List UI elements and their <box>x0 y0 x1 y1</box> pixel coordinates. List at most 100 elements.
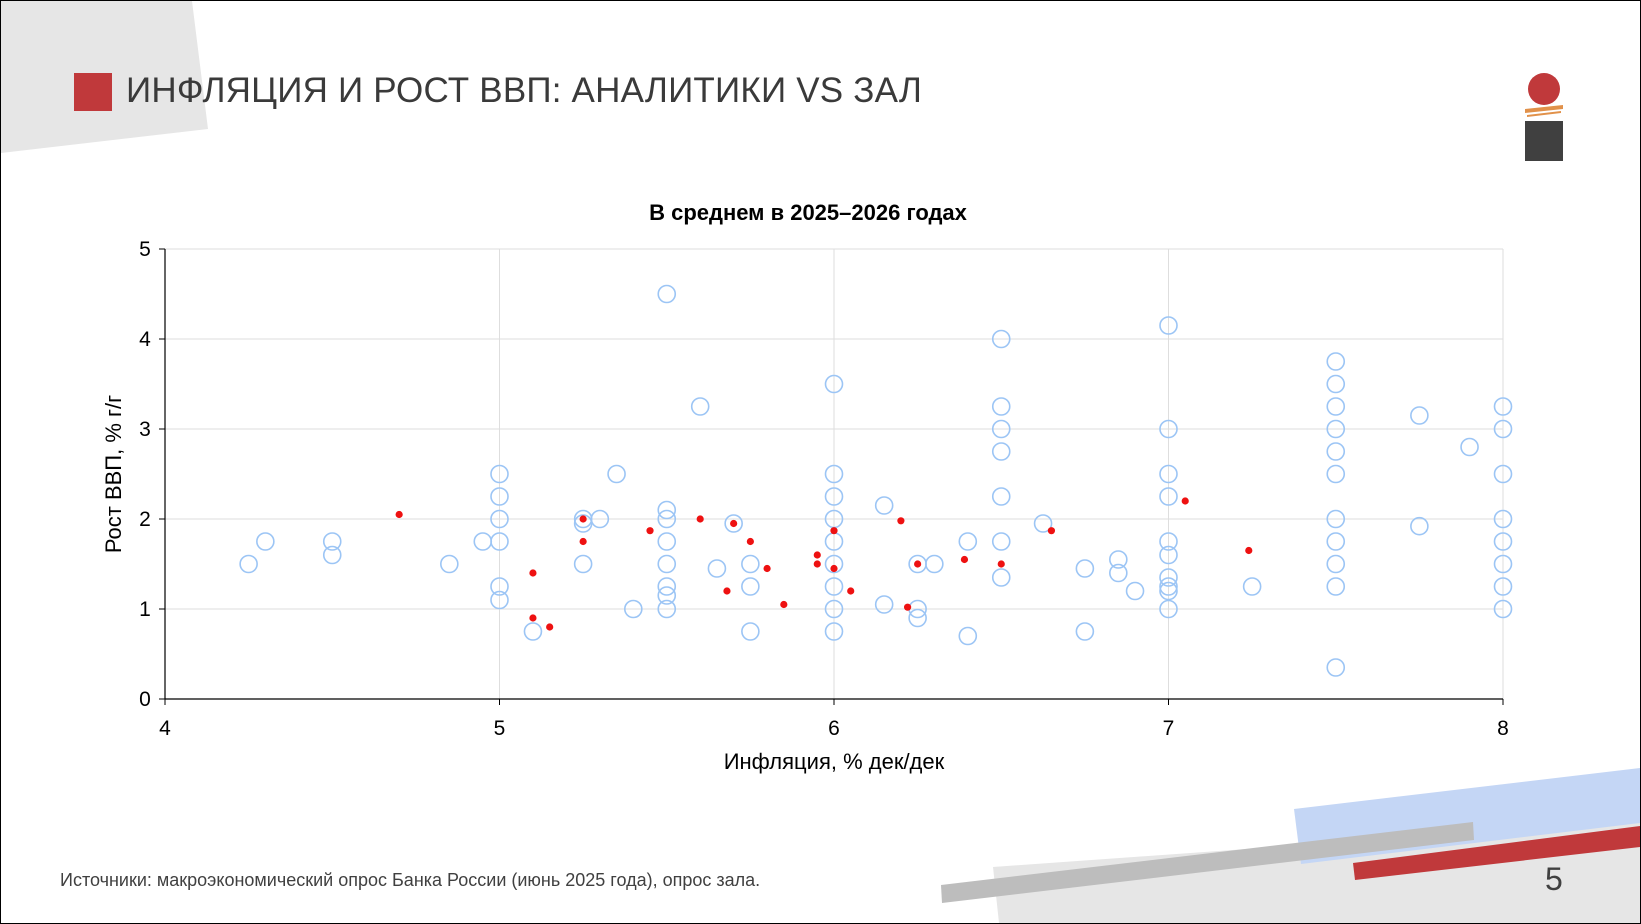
analyst-point <box>657 500 677 520</box>
analyst-point <box>1326 397 1346 416</box>
analyst-point <box>1075 622 1095 641</box>
analyst-point <box>1075 559 1095 578</box>
y-axis-label: Рост ВВП, % г/г <box>101 395 126 553</box>
analyst-point <box>1493 419 1513 439</box>
analyst-point <box>1493 577 1513 596</box>
analyst-point <box>1493 397 1513 416</box>
audience-point <box>1047 527 1056 535</box>
analyst-point <box>1033 514 1053 533</box>
analyst-point <box>657 532 677 551</box>
bottom-right-gray-shape <box>993 821 1640 923</box>
audience-point <box>746 537 754 546</box>
analyst-point <box>690 397 710 416</box>
analyst-point <box>657 554 677 574</box>
chart-title: В среднем в 2025–2026 годах <box>649 200 968 225</box>
analyst-point <box>1159 568 1178 587</box>
analyst-point <box>490 577 509 596</box>
audience-point <box>529 569 537 577</box>
y-tick-label: 4 <box>139 328 151 351</box>
analyst-point <box>824 622 844 641</box>
y-tick-label: 3 <box>139 418 151 441</box>
analyst-point <box>908 608 927 628</box>
audience-point <box>696 515 704 523</box>
x-tick-label: 4 <box>159 717 171 740</box>
analyst-point <box>741 554 760 574</box>
analyst-point <box>1159 487 1178 506</box>
analyst-point <box>958 626 978 646</box>
analyst-point <box>1410 406 1429 425</box>
y-tick-label: 5 <box>139 238 151 261</box>
bottom-red-stripe <box>1353 826 1640 880</box>
bank-logo-icon <box>1525 73 1563 161</box>
analyst-point <box>991 397 1011 416</box>
analyst-point <box>1493 464 1513 484</box>
analyst-point <box>490 532 509 551</box>
analyst-point <box>991 442 1011 461</box>
analyst-point <box>707 559 727 578</box>
analyst-point <box>1242 577 1262 596</box>
analyst-point <box>573 554 593 574</box>
analyst-point <box>824 599 844 619</box>
analyst-point <box>1326 374 1346 394</box>
audience-point <box>960 555 969 564</box>
analyst-point <box>590 509 610 529</box>
analyst-point <box>1109 550 1128 569</box>
analyst-point <box>874 595 894 614</box>
analyst-point <box>824 487 844 506</box>
analyst-point <box>1326 554 1346 574</box>
source-note: Источники: макроэкономический опрос Банк… <box>60 870 761 890</box>
analyst-point <box>925 554 944 574</box>
audience-point <box>529 614 537 622</box>
analyst-point <box>991 329 1011 349</box>
analyst-point <box>741 577 760 596</box>
analyst-point <box>1109 563 1128 583</box>
analyst-point <box>1159 419 1178 439</box>
analyst-point <box>1159 577 1178 596</box>
audience-point <box>813 551 821 559</box>
audience-point <box>997 560 1005 568</box>
analyst-point <box>657 509 677 529</box>
audience-point <box>847 587 855 595</box>
analyst-point <box>1326 464 1346 484</box>
audience-point <box>723 587 731 595</box>
y-tick-label: 0 <box>139 688 151 711</box>
x-tick-label: 6 <box>828 717 840 740</box>
analyst-point <box>1326 442 1346 461</box>
analyst-point <box>1493 532 1513 551</box>
scatter-chart: 0 1 2 3 4 5 4 5 6 7 8 В среднем в 2025–2026 годах Ин… <box>101 200 1513 774</box>
analyst-point <box>991 532 1011 551</box>
analyst-point <box>473 532 493 551</box>
analyst-point <box>824 554 844 574</box>
analyst-point <box>657 284 677 304</box>
y-tick-label: 2 <box>139 508 151 531</box>
analyst-point <box>991 487 1011 506</box>
analyst-point <box>824 577 844 596</box>
analyst-point <box>440 554 459 574</box>
x-tick-label: 8 <box>1497 717 1509 740</box>
analyst-point <box>958 532 978 551</box>
analyst-point <box>1460 437 1479 457</box>
analyst-point <box>741 622 760 641</box>
x-tick-label: 5 <box>494 717 506 740</box>
analyst-point <box>991 419 1011 439</box>
analyst-point <box>1326 577 1346 596</box>
x-axis-label: Инфляция, % дек/дек <box>724 749 945 774</box>
analyst-point <box>657 586 677 605</box>
analyst-point <box>1326 352 1346 371</box>
analyst-point <box>657 599 677 619</box>
x-tick-label: 7 <box>1163 717 1175 740</box>
analyst-point <box>573 514 593 533</box>
audience-point <box>830 527 838 535</box>
analyst-point <box>724 514 743 533</box>
analyst-point <box>239 554 258 574</box>
audience-point <box>1245 546 1253 555</box>
analyst-point <box>607 464 626 484</box>
analyst-point <box>1493 554 1513 574</box>
analyst-point <box>1159 464 1178 484</box>
analyst-point <box>1159 316 1178 335</box>
analyst-point <box>490 487 509 506</box>
analyst-point <box>874 496 894 515</box>
analyst-point <box>1159 581 1178 601</box>
analyst-point <box>1326 419 1346 439</box>
analyst-point <box>322 532 342 551</box>
